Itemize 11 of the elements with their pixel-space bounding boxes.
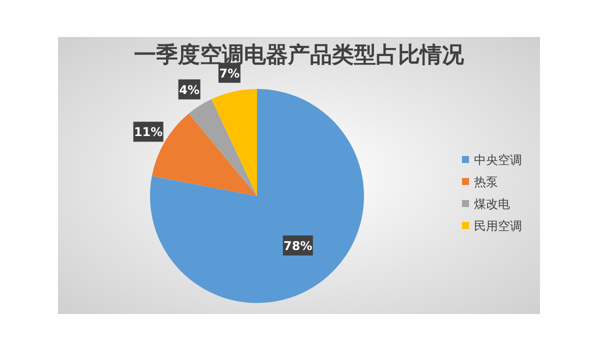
chart-title: 一季度空调电器产品类型占比情况 [134, 42, 465, 68]
data-label: 11% [134, 125, 163, 140]
data-label: 4% [179, 82, 200, 97]
legend-label: 煤改电 [474, 197, 510, 211]
legend-label: 民用空调 [474, 219, 522, 233]
pie-slice [211, 89, 257, 196]
data-label: 7% [219, 66, 240, 80]
legend-label: 中央空调 [474, 153, 522, 167]
legend-label: 热泵 [474, 175, 498, 189]
pie-slice [188, 99, 257, 196]
data-label: 78% [284, 238, 312, 253]
